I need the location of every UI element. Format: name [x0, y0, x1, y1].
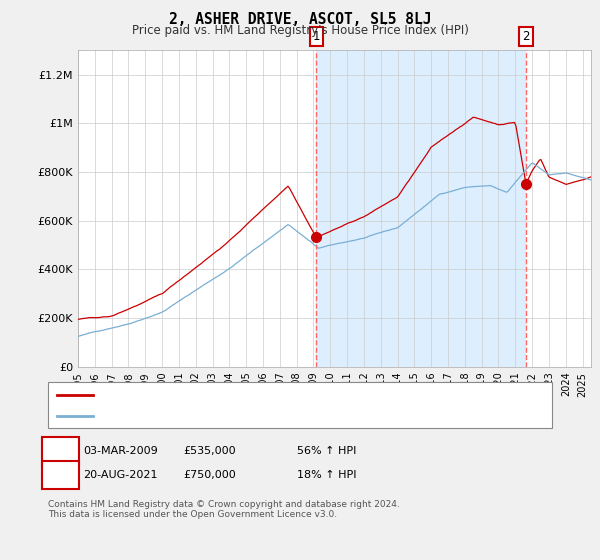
Text: 56% ↑ HPI: 56% ↑ HPI	[297, 446, 356, 456]
Text: HPI: Average price, detached house, Bracknell Forest: HPI: Average price, detached house, Brac…	[102, 410, 379, 421]
Text: 1: 1	[313, 30, 320, 43]
Bar	[316, 50, 526, 367]
Text: 2, ASHER DRIVE, ASCOT, SL5 8LJ: 2, ASHER DRIVE, ASCOT, SL5 8LJ	[169, 12, 431, 27]
Text: £535,000: £535,000	[183, 446, 236, 456]
Text: 2: 2	[57, 470, 64, 480]
Text: 1: 1	[57, 446, 64, 456]
Text: 03-MAR-2009: 03-MAR-2009	[83, 446, 158, 456]
Text: 20-AUG-2021: 20-AUG-2021	[83, 470, 157, 480]
Text: 2, ASHER DRIVE, ASCOT, SL5 8LJ (detached house): 2, ASHER DRIVE, ASCOT, SL5 8LJ (detached…	[102, 390, 367, 400]
Text: Price paid vs. HM Land Registry's House Price Index (HPI): Price paid vs. HM Land Registry's House …	[131, 24, 469, 36]
Text: 2: 2	[522, 30, 530, 43]
Text: Contains HM Land Registry data © Crown copyright and database right 2024.
This d: Contains HM Land Registry data © Crown c…	[48, 500, 400, 519]
Text: £750,000: £750,000	[183, 470, 236, 480]
Text: 18% ↑ HPI: 18% ↑ HPI	[297, 470, 356, 480]
